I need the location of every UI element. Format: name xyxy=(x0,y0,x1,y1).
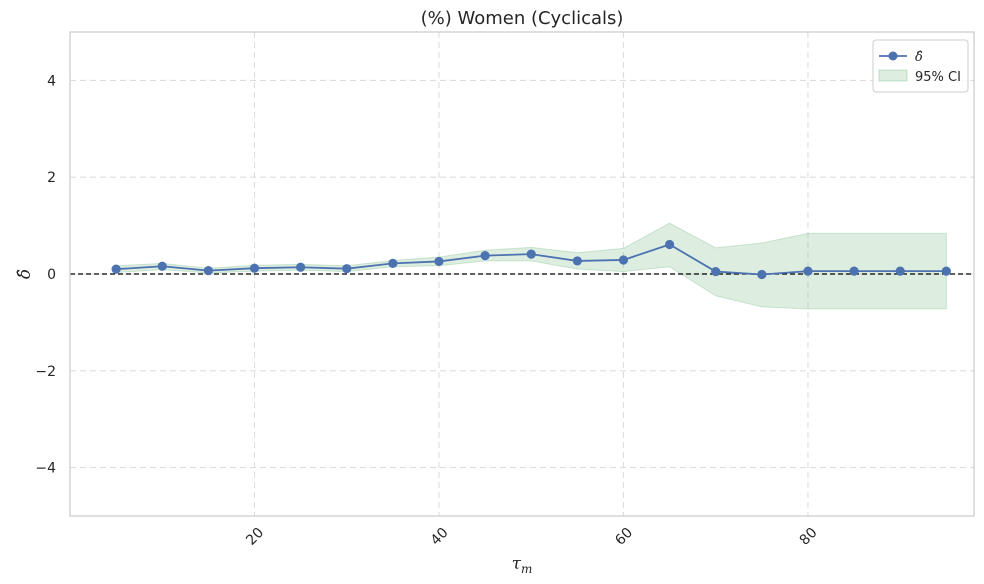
x-axis-label-main: τ xyxy=(512,554,522,574)
data-point xyxy=(618,255,629,265)
chart-title: (%) Women (Cyclicals) xyxy=(421,8,624,29)
data-point xyxy=(157,261,167,271)
x-tick-label: 80 xyxy=(797,525,821,549)
x-axis-label: τm xyxy=(512,554,533,576)
data-point xyxy=(572,256,582,266)
data-point xyxy=(803,266,813,276)
x-tick-label: 40 xyxy=(428,525,452,549)
legend-label-95-ci: 95% CI xyxy=(915,70,961,85)
plot-frame xyxy=(69,31,975,517)
x-tick-label: 20 xyxy=(243,525,267,549)
legend: δ̂ 95% CI xyxy=(872,39,969,93)
data-point xyxy=(249,263,260,273)
data-point xyxy=(664,239,675,250)
data-point xyxy=(480,251,490,261)
y-tick-label: −2 xyxy=(35,364,56,380)
y-tick-label: 0 xyxy=(47,267,56,283)
data-point xyxy=(711,266,721,277)
confidence-band-group xyxy=(115,222,947,310)
x-tick-labels: 20 40 60 80 xyxy=(243,525,820,549)
data-point xyxy=(895,266,905,276)
data-point xyxy=(941,266,951,276)
data-point xyxy=(849,266,859,276)
y-tick-labels: −4 −2 0 2 4 xyxy=(35,73,56,476)
legend-ci-swatch xyxy=(878,69,908,82)
data-point xyxy=(757,269,767,280)
legend-label-delta-hat: δ̂ xyxy=(915,50,923,65)
data-point xyxy=(296,262,306,272)
y-axis-label: δ̂ xyxy=(15,269,35,279)
data-point xyxy=(203,266,213,276)
confidence-band-area xyxy=(115,222,947,310)
y-tick-label: −4 xyxy=(35,461,56,477)
y-tick-label: 4 xyxy=(47,73,56,89)
series-group xyxy=(111,239,951,280)
data-point xyxy=(434,256,444,267)
data-point xyxy=(526,249,536,259)
data-point xyxy=(342,264,352,274)
data-point xyxy=(111,264,121,274)
x-axis-label-subscript: m xyxy=(521,562,532,576)
data-point xyxy=(388,258,398,268)
x-tick-label: 60 xyxy=(612,525,636,549)
y-tick-label: 2 xyxy=(47,170,56,186)
legend-marker-swatch xyxy=(888,51,898,61)
legend-box xyxy=(872,39,969,93)
